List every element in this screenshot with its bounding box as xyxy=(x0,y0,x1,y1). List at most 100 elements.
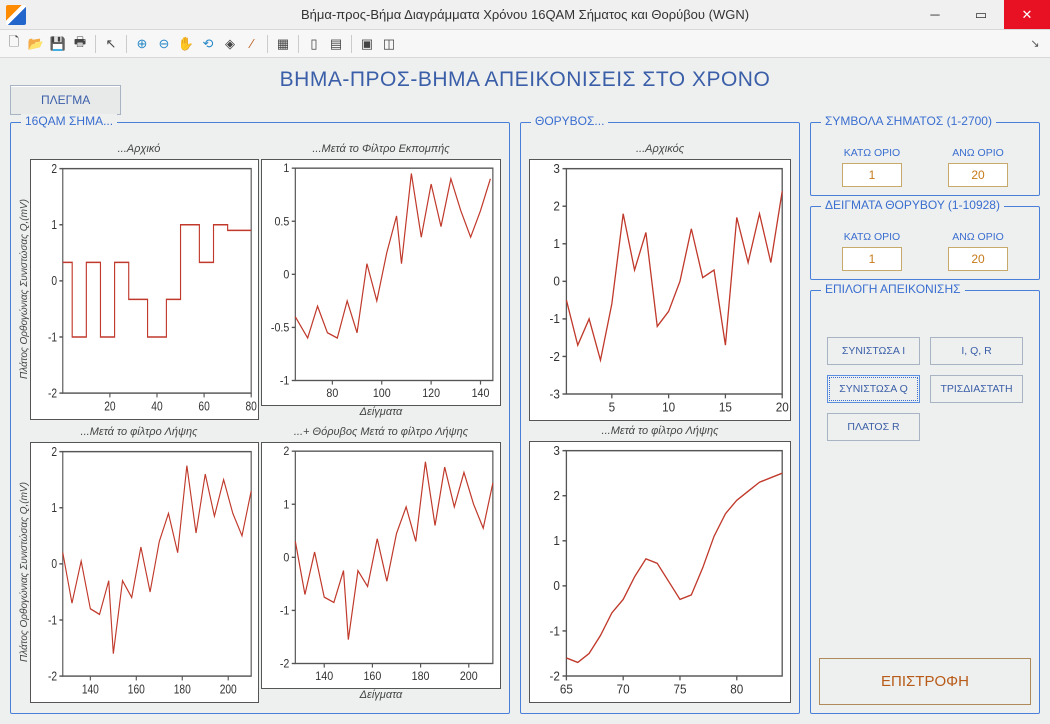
symbols-low-label: ΚΑΤΩ ΟΡΙΟ xyxy=(832,147,912,159)
toolbar-separator xyxy=(351,35,352,53)
svg-text:180: 180 xyxy=(174,682,191,696)
svg-text:20: 20 xyxy=(776,400,789,415)
window-title: Βήμα-προς-Βήμα Διαγράμματα Χρόνου 16QAM … xyxy=(0,7,1050,22)
minimize-button[interactable]: ─ xyxy=(912,0,958,29)
svg-text:80: 80 xyxy=(326,387,338,400)
svg-text:15: 15 xyxy=(719,400,732,415)
svg-text:0.5: 0.5 xyxy=(274,216,289,229)
save-icon[interactable]: 💾 xyxy=(48,34,68,54)
toolbar-separator xyxy=(95,35,96,53)
samples-low-input[interactable] xyxy=(842,247,902,271)
link-icon[interactable]: ▦ xyxy=(273,34,293,54)
new-file-icon[interactable]: 🗋 xyxy=(4,34,24,54)
close-button[interactable]: ✕ xyxy=(1004,0,1050,29)
svg-text:80: 80 xyxy=(246,399,258,413)
show-plottools-icon[interactable]: ◫ xyxy=(379,34,399,54)
page-title: ΒΗΜΑ-ΠΡΟΣ-ΒΗΜΑ ΑΠΕΙΚΟΝΙΣΕΙΣ ΣΤΟ ΧΡΟΝΟ xyxy=(10,68,1040,92)
svg-text:10: 10 xyxy=(662,400,675,415)
chart-y-label: Πλάτος Ορθογώνιας Συνιστώσας Q,(mV) xyxy=(19,442,30,703)
signal-panel: 16QAM ΣΗΜΑ... ...ΑρχικόΠλάτος Ορθογώνιας… xyxy=(10,122,510,714)
chart-title: ...+ Θόρυβος Μετά το φίλτρο Λήψης xyxy=(261,426,501,442)
svg-text:5: 5 xyxy=(609,400,616,415)
component-i-button[interactable]: ΣΥΝΙΣΤΩΣΑ I xyxy=(827,337,920,365)
svg-text:3: 3 xyxy=(553,443,560,458)
signal-original-chart: ...ΑρχικόΠλάτος Ορθογώνιας Συνιστώσας Q,… xyxy=(19,141,259,422)
svg-text:140: 140 xyxy=(82,682,99,696)
print-icon[interactable]: 🖶 xyxy=(70,34,90,54)
svg-text:3: 3 xyxy=(553,161,560,176)
insert-colorbar-icon[interactable]: ▯ xyxy=(304,34,324,54)
hide-plottools-icon[interactable]: ▣ xyxy=(357,34,377,54)
svg-text:120: 120 xyxy=(422,387,440,400)
chart-plot: -2-1012140160180200 xyxy=(261,442,501,689)
symbols-low-input[interactable] xyxy=(842,163,902,187)
chart-plot: -2-1012140160180200 xyxy=(30,442,259,703)
pointer-icon[interactable]: ↖ xyxy=(101,34,121,54)
chart-plot: -3-2-101235101520 xyxy=(529,159,791,421)
noise-original-chart: ...Αρχικός-3-2-101235101520 xyxy=(529,141,791,423)
svg-text:0: 0 xyxy=(51,557,57,571)
svg-text:0: 0 xyxy=(553,579,560,594)
iqr-button[interactable]: I, Q, R xyxy=(930,337,1023,365)
svg-text:-2: -2 xyxy=(48,386,57,400)
noise-panel: ΘΟΡΥΒΟΣ... ...Αρχικός-3-2-101235101520 .… xyxy=(520,122,800,714)
chart-x-label: Δείγματα xyxy=(261,406,501,420)
symbols-high-input[interactable] xyxy=(948,163,1008,187)
svg-text:160: 160 xyxy=(128,682,145,696)
amplitude-r-button[interactable]: ΠΛΑΤΟΣ R xyxy=(827,413,920,441)
data-cursor-icon[interactable]: ◈ xyxy=(220,34,240,54)
svg-text:140: 140 xyxy=(472,387,490,400)
svg-text:80: 80 xyxy=(730,682,743,697)
figure-toolbar: 🗋 📂 💾 🖶 ↖ ⊕ ⊖ ✋ ⟲ ◈ ⁄ ▦ ▯ ▤ ▣ ◫ ↘ xyxy=(0,30,1050,58)
signal-panel-legend: 16QAM ΣΗΜΑ... xyxy=(21,114,117,128)
rotate-icon[interactable]: ⟲ xyxy=(198,34,218,54)
svg-text:0: 0 xyxy=(283,269,289,282)
window-titlebar: Βήμα-προς-Βήμα Διαγράμματα Χρόνου 16QAM … xyxy=(0,0,1050,30)
samples-panel-legend: ΔΕΙΓΜΑΤΑ ΘΟΡΥΒΟΥ (1-10928) xyxy=(821,198,1004,212)
svg-text:2: 2 xyxy=(553,489,560,504)
samples-low-label: ΚΑΤΩ ΟΡΙΟ xyxy=(832,231,912,243)
grid-toggle-button[interactable]: ΠΛΕΓΜΑ xyxy=(10,85,121,115)
zoom-out-icon[interactable]: ⊖ xyxy=(154,34,174,54)
signal-after-rx-chart: ...Μετά το φίλτρο ΛήψηςΠλάτος Ορθογώνιας… xyxy=(19,424,259,705)
view-panel-legend: ΕΠΙΛΟΓΗ ΑΠΕΙΚΟΝΙΣΗΣ xyxy=(821,282,965,296)
dock-icon[interactable]: ↘ xyxy=(1028,37,1042,51)
symbols-high-label: ΑΝΩ ΟΡΙΟ xyxy=(938,147,1018,159)
svg-text:20: 20 xyxy=(104,399,116,413)
zoom-in-icon[interactable]: ⊕ xyxy=(132,34,152,54)
maximize-button[interactable]: ▭ xyxy=(958,0,1004,29)
svg-text:1: 1 xyxy=(51,501,57,515)
brush-icon[interactable]: ⁄ xyxy=(242,34,262,54)
svg-text:60: 60 xyxy=(198,399,210,413)
signal-after-tx-chart: ...Μετά το Φίλτρο Εκπομπής-1-0.500.51801… xyxy=(261,141,501,422)
return-button[interactable]: ΕΠΙΣΤΡΟΦΗ xyxy=(819,658,1031,705)
svg-text:160: 160 xyxy=(363,670,381,683)
toolbar-separator xyxy=(126,35,127,53)
svg-text:70: 70 xyxy=(617,682,630,697)
svg-text:2: 2 xyxy=(51,445,57,459)
pan-icon[interactable]: ✋ xyxy=(176,34,196,54)
client-area: ΠΛΕΓΜΑ ΒΗΜΑ-ΠΡΟΣ-ΒΗΜΑ ΑΠΕΙΚΟΝΙΣΕΙΣ ΣΤΟ Χ… xyxy=(0,58,1050,724)
svg-text:200: 200 xyxy=(220,682,237,696)
svg-text:1: 1 xyxy=(553,237,560,252)
svg-text:-2: -2 xyxy=(549,349,560,364)
signal-plus-noise-chart: ...+ Θόρυβος Μετά το φίλτρο Λήψης-2-1012… xyxy=(261,424,501,705)
open-file-icon[interactable]: 📂 xyxy=(26,34,46,54)
insert-legend-icon[interactable]: ▤ xyxy=(326,34,346,54)
svg-text:-2: -2 xyxy=(280,658,290,671)
svg-text:200: 200 xyxy=(460,670,478,683)
three-d-button[interactable]: ΤΡΙΣΔΙΑΣΤΑΤΗ xyxy=(930,375,1023,403)
symbols-panel-legend: ΣΥΜΒΟΛΑ ΣΗΜΑΤΟΣ (1-2700) xyxy=(821,114,996,128)
samples-high-input[interactable] xyxy=(948,247,1008,271)
component-q-button[interactable]: ΣΥΝΙΣΤΩΣΑ Q xyxy=(827,375,920,403)
svg-text:100: 100 xyxy=(373,387,391,400)
svg-text:0: 0 xyxy=(283,552,289,565)
svg-text:180: 180 xyxy=(412,670,430,683)
view-panel: ΕΠΙΛΟΓΗ ΑΠΕΙΚΟΝΙΣΗΣ ΣΥΝΙΣΤΩΣΑ I I, Q, R … xyxy=(810,290,1040,714)
chart-plot: -2-101220406080 xyxy=(30,159,259,420)
svg-text:-1: -1 xyxy=(280,605,290,618)
chart-title: ...Μετά το φίλτρο Λήψης xyxy=(529,425,791,441)
chart-plot: -1-0.500.5180100120140 xyxy=(261,159,501,406)
svg-text:40: 40 xyxy=(151,399,163,413)
toolbar-separator xyxy=(267,35,268,53)
